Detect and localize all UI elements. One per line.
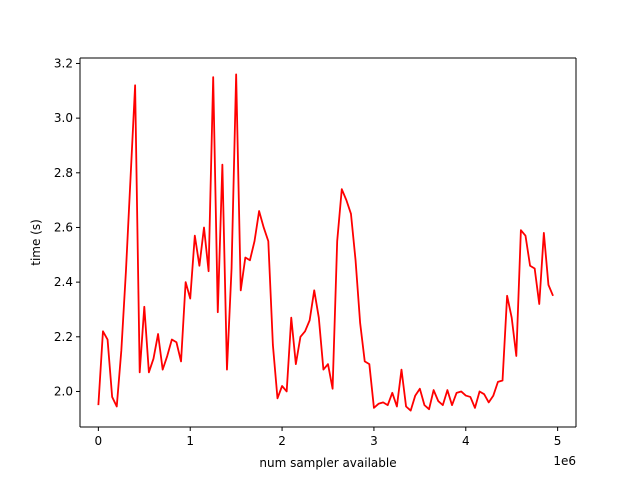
y-axis-ticks: 2.0 2.2 2.4 2.6 2.8 3.0 3.2 <box>54 56 80 398</box>
x-tick-label: 5 <box>554 434 562 448</box>
y-tick-label: 3.0 <box>54 111 73 125</box>
x-axis-label: num sampler available <box>259 456 396 470</box>
x-tick-label: 4 <box>462 434 470 448</box>
y-tick-label: 2.4 <box>54 275 73 289</box>
y-tick-label: 3.2 <box>54 56 73 70</box>
x-axis-ticks: 0 1 2 3 4 5 <box>95 427 562 448</box>
axes-frame <box>79 57 577 428</box>
x-tick-label: 0 <box>95 434 103 448</box>
y-axis-label: time (s) <box>29 219 43 266</box>
y-tick-label: 2.0 <box>54 384 73 398</box>
y-tick-label: 2.8 <box>54 166 73 180</box>
x-tick-label: 3 <box>370 434 378 448</box>
plot-area <box>80 58 576 427</box>
series-layer <box>97 73 554 412</box>
y-tick-label: 2.2 <box>54 330 73 344</box>
x-tick-label: 2 <box>278 434 286 448</box>
y-tick-label: 2.6 <box>54 220 73 234</box>
series-line <box>97 73 554 412</box>
x-axis-offset-label: 1e6 <box>553 454 576 468</box>
x-tick-label: 1 <box>186 434 194 448</box>
